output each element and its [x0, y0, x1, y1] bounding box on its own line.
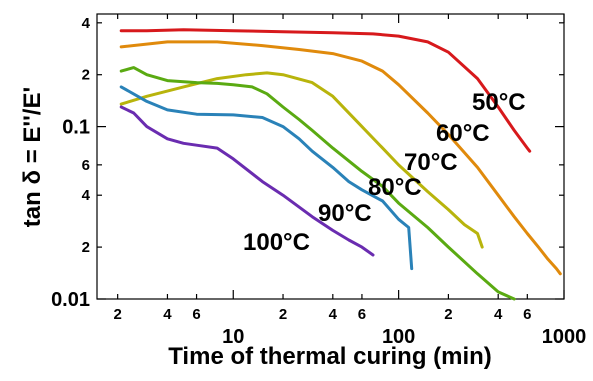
x-tick-label-minor-4: 4 — [329, 306, 338, 323]
series-layer — [119, 28, 562, 301]
series-label-70Cc: 70°C — [404, 149, 458, 176]
ticks-layer: 10 100 1000 2 4 6 2 4 6 2 4 6 0.01 0.1 2 4 6 2 4 — [51, 14, 586, 348]
x-tick-label-minor-3: 2 — [279, 306, 287, 323]
x-tick-label-minor-1: 4 — [163, 306, 172, 323]
x-tick-label-minor-5: 6 — [358, 306, 366, 323]
x-tick-label-major-1: 100 — [382, 326, 415, 348]
x-tick-label-minor-2: 6 — [192, 306, 200, 323]
series-label-90Cc: 90°C — [318, 200, 372, 227]
x-tick-label-major-0: 10 — [222, 326, 244, 348]
x-tick-label-minor-6: 2 — [444, 306, 452, 323]
series-line-90Cc — [119, 85, 414, 271]
x-tick-label-minor-8: 6 — [523, 306, 531, 323]
y-tick-label-minor-4: 4 — [82, 15, 91, 32]
y-tick-label-minor-3: 2 — [82, 67, 90, 84]
series-label-50Cc: 50°C — [472, 89, 526, 116]
y-axis-title: tan δ = E''/E' — [19, 87, 46, 227]
series-line-50Cc — [119, 28, 532, 153]
y-tick-label-minor-0: 2 — [82, 239, 90, 256]
series-line-80Cc — [119, 66, 516, 301]
series-label-100Cc: 100°C — [243, 229, 310, 256]
labels-layer: 50°C 60°C70°C80°C90°C 100°C — [243, 89, 526, 256]
series-line-100Cc — [119, 105, 375, 257]
series-line-70Cc — [119, 71, 484, 249]
series-line-60Cc — [119, 40, 562, 276]
x-tick-label-major-2: 1000 — [542, 326, 587, 348]
y-tick-label-minor-1: 4 — [82, 187, 91, 204]
x-tick-label-minor-0: 2 — [113, 306, 121, 323]
series-label-80Cc: 80°C — [368, 174, 422, 201]
series-label-60Cc: 60°C — [436, 120, 490, 147]
plot-frame — [96, 13, 565, 300]
y-tick-label-major-0: 0.01 — [51, 289, 90, 311]
y-tick-label-minor-2: 6 — [82, 157, 90, 174]
y-tick-label-major-1: 0.1 — [62, 117, 90, 139]
x-tick-label-minor-7: 4 — [494, 306, 503, 323]
x-axis-title: Time of thermal curing (min) — [168, 343, 492, 370]
